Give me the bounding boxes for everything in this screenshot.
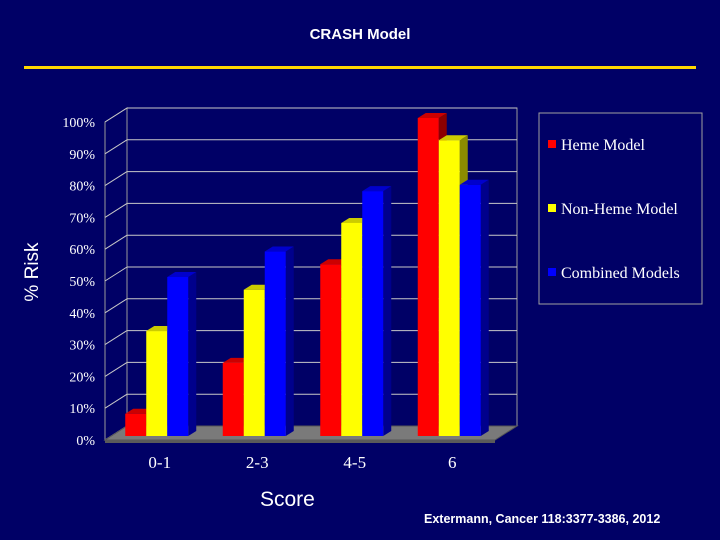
bar <box>362 186 392 436</box>
y-axis-label: % Risk <box>22 242 43 302</box>
gridline-side <box>104 266 128 282</box>
chart-legend: Heme Model Non-Heme Model Combined Models <box>538 112 703 305</box>
x-axis-label: Score <box>260 488 315 511</box>
bar <box>167 272 197 436</box>
bar-front <box>320 264 342 436</box>
bar-side <box>383 186 392 436</box>
bar-front <box>341 222 363 436</box>
bar-top <box>417 113 447 118</box>
y-tick-label: 0% <box>76 434 95 449</box>
legend-swatch <box>548 268 556 276</box>
y-tick-label: 50% <box>69 275 95 290</box>
citation-text: Extermann, Cancer 118:3377-3386, 2012 <box>424 512 661 526</box>
gridline-side <box>104 361 128 377</box>
gridline-side <box>104 139 128 155</box>
gridline-side <box>104 107 128 123</box>
y-tick-label: 40% <box>69 307 95 322</box>
y-tick-label: 20% <box>69 370 95 385</box>
bar-front <box>222 362 244 436</box>
y-tick-label: 70% <box>69 211 95 226</box>
chart-bars <box>125 113 489 436</box>
bar <box>264 246 294 436</box>
y-tick-label: 60% <box>69 243 95 258</box>
bar <box>459 179 489 436</box>
gridline-side <box>104 298 128 314</box>
bar-top <box>167 272 197 277</box>
legend-label: Heme Model <box>561 137 646 154</box>
legend-label: Combined Models <box>561 265 680 282</box>
chart-floor-edge <box>105 440 495 443</box>
legend-box <box>538 112 703 305</box>
x-tick-label: 4-5 <box>343 453 366 472</box>
gridline-side <box>104 330 128 346</box>
x-tick-label: 0-1 <box>148 453 171 472</box>
bar-top <box>264 246 294 252</box>
bar-front <box>438 140 460 436</box>
bar-front <box>417 118 439 436</box>
bar-top <box>438 135 468 141</box>
bar-front <box>362 191 384 436</box>
legend-swatch <box>548 204 556 212</box>
gridline-side <box>104 234 128 250</box>
gridline-side <box>104 202 128 218</box>
legend-swatch <box>548 140 556 148</box>
bar-front <box>167 277 189 436</box>
bar-side <box>188 272 197 436</box>
x-tick-label: 2-3 <box>246 453 269 472</box>
bar-front <box>125 413 147 436</box>
legend-label: Non-Heme Model <box>561 201 678 218</box>
y-tick-label: 30% <box>69 339 95 354</box>
bar-side <box>285 246 294 436</box>
y-tick-label: 100% <box>62 116 95 131</box>
x-axis-ticks: 0-1 2-3 4-5 6 <box>148 453 456 472</box>
y-tick-label: 10% <box>69 402 95 417</box>
slide-title: CRASH Model <box>309 26 411 43</box>
bar-front <box>264 251 286 436</box>
y-axis-ticks: 0% 10% 20% 30% 40% 50% 60% 70% 80% 90% 100% <box>62 116 95 449</box>
gridline-side <box>104 171 128 187</box>
bar-top <box>459 179 489 185</box>
y-tick-label: 80% <box>69 180 95 195</box>
y-tick-label: 90% <box>69 148 95 163</box>
x-tick-label: 6 <box>448 453 457 472</box>
bar-side <box>480 179 489 436</box>
bar-front <box>146 331 168 436</box>
bar-front <box>459 184 481 436</box>
bar-front <box>243 289 265 436</box>
gridline-side <box>104 393 128 409</box>
bar-top <box>362 186 392 192</box>
chart-floor <box>103 425 519 443</box>
title-underline <box>24 66 696 69</box>
